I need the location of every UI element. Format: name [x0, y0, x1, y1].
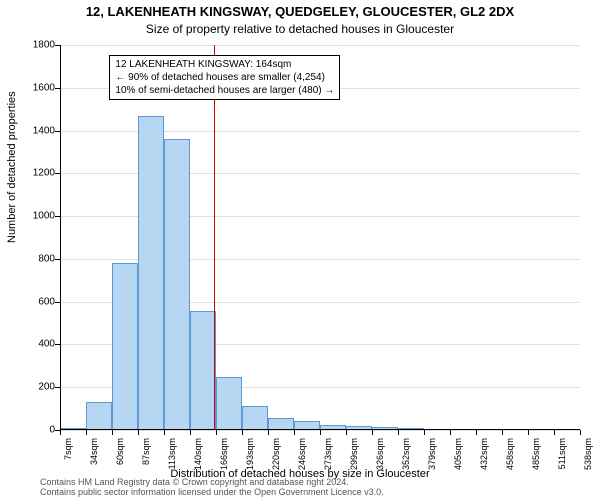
histogram-bar — [216, 377, 242, 430]
x-tick-mark — [190, 430, 191, 435]
x-tick-label: 166sqm — [219, 438, 229, 470]
x-tick-label: 405sqm — [453, 438, 463, 470]
x-tick-mark — [86, 430, 87, 435]
x-tick-label: 379sqm — [427, 438, 437, 470]
x-tick-label: 113sqm — [167, 438, 177, 469]
x-tick-label: 140sqm — [193, 438, 203, 470]
y-tick-label: 1000 — [15, 211, 55, 222]
x-tick-mark — [164, 430, 165, 435]
annotation-line3: 10% of semi-detached houses are larger (… — [115, 85, 334, 96]
y-tick-label: 0 — [15, 425, 55, 436]
y-tick-label: 600 — [15, 296, 55, 307]
y-tick-label: 800 — [15, 253, 55, 264]
annotation-box: 12 LAKENHEATH KINGSWAY: 164sqm ← 90% of d… — [109, 55, 340, 100]
histogram-bar — [112, 263, 138, 430]
x-tick-mark — [450, 430, 451, 435]
x-tick-label: 538sqm — [583, 438, 593, 470]
x-axis-line — [60, 429, 580, 430]
x-tick-label: 432sqm — [479, 438, 489, 470]
x-tick-mark — [60, 430, 61, 435]
x-tick-mark — [112, 430, 113, 435]
page-title: 12, LAKENHEATH KINGSWAY, QUEDGELEY, GLOU… — [0, 4, 600, 19]
histogram-bar — [164, 139, 190, 430]
x-tick-label: 485sqm — [531, 438, 541, 470]
footnote-line2: Contains public sector information licen… — [40, 487, 384, 497]
histogram-bar — [86, 402, 112, 430]
y-tick-label: 200 — [15, 382, 55, 393]
histogram-bar — [190, 311, 216, 430]
x-tick-mark — [554, 430, 555, 435]
x-tick-mark — [502, 430, 503, 435]
x-tick-mark — [216, 430, 217, 435]
x-tick-label: 458sqm — [505, 438, 515, 470]
page-subtitle: Size of property relative to detached ho… — [0, 22, 600, 36]
histogram-bar — [242, 406, 268, 430]
x-tick-label: 60sqm — [115, 438, 125, 465]
x-tick-mark — [138, 430, 139, 435]
x-tick-mark — [528, 430, 529, 435]
chart-plot-area: 0200400600800100012001400160018007sqm34s… — [60, 45, 580, 430]
x-tick-mark — [398, 430, 399, 435]
y-tick-label: 1600 — [15, 82, 55, 93]
y-tick-label: 1400 — [15, 125, 55, 136]
footnote-line1: Contains HM Land Registry data © Crown c… — [40, 477, 349, 487]
x-tick-label: 246sqm — [297, 438, 307, 470]
x-tick-label: 34sqm — [89, 438, 99, 465]
x-tick-mark — [268, 430, 269, 435]
x-tick-label: 193sqm — [245, 438, 255, 470]
x-tick-label: 87sqm — [141, 438, 151, 465]
annotation-line2: ← 90% of detached houses are smaller (4,… — [115, 72, 325, 83]
reference-line — [214, 45, 215, 430]
x-tick-mark — [580, 430, 581, 435]
y-tick-label: 1800 — [15, 40, 55, 51]
x-tick-label: 352sqm — [401, 438, 411, 470]
x-tick-mark — [294, 430, 295, 435]
x-tick-label: 273sqm — [323, 438, 333, 470]
x-tick-label: 299sqm — [349, 438, 359, 470]
y-tick-label: 1200 — [15, 168, 55, 179]
x-tick-label: 511sqm — [557, 438, 567, 469]
x-tick-label: 326sqm — [375, 438, 385, 470]
y-tick-label: 400 — [15, 339, 55, 350]
grid-line — [60, 45, 580, 46]
x-tick-mark — [424, 430, 425, 435]
footnote: Contains HM Land Registry data © Crown c… — [40, 478, 600, 498]
annotation-line1: 12 LAKENHEATH KINGSWAY: 164sqm — [115, 59, 291, 70]
x-tick-label: 220sqm — [271, 438, 281, 470]
x-tick-mark — [476, 430, 477, 435]
x-tick-mark — [242, 430, 243, 435]
x-tick-mark — [320, 430, 321, 435]
histogram-bar — [138, 116, 164, 430]
x-tick-label: 7sqm — [63, 438, 73, 460]
y-axis-line — [60, 45, 61, 430]
x-tick-mark — [346, 430, 347, 435]
x-tick-mark — [372, 430, 373, 435]
